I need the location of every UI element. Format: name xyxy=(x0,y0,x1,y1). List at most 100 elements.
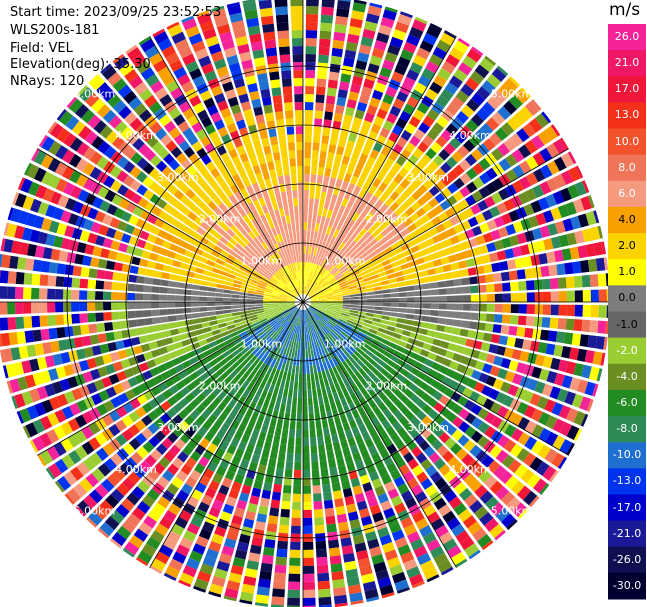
gate-cell xyxy=(191,194,202,205)
gate-cell xyxy=(68,98,83,114)
gate-cell xyxy=(232,246,241,255)
gate-cell xyxy=(426,539,441,552)
gate-cell xyxy=(393,247,403,255)
gate-cell xyxy=(262,345,270,354)
gate-cell xyxy=(79,302,88,312)
gate-cell xyxy=(133,103,147,116)
gate-cell xyxy=(383,387,393,398)
gate-cell xyxy=(324,402,331,412)
gate-cell xyxy=(342,388,350,397)
gate-cell xyxy=(250,411,259,421)
gate-cell xyxy=(272,292,281,296)
gate-cell xyxy=(316,556,328,566)
gate-cell xyxy=(221,266,230,273)
gate-cell xyxy=(277,326,284,335)
gate-cell xyxy=(148,181,160,193)
gate-cell xyxy=(354,371,363,380)
gate-cell xyxy=(286,331,292,340)
gate-cell xyxy=(166,250,176,259)
gate-cell xyxy=(511,480,525,495)
gate-cell xyxy=(266,315,275,320)
gate-cell xyxy=(303,589,316,598)
gate-cell xyxy=(212,138,224,149)
gate-cell xyxy=(251,454,260,464)
gate-cell xyxy=(296,254,299,263)
gate-cell xyxy=(549,277,559,289)
gate-cell xyxy=(138,362,149,372)
gate-cell xyxy=(545,431,559,446)
gate-cell xyxy=(308,279,313,288)
gate-cell xyxy=(365,349,374,358)
gate-cell xyxy=(471,190,484,202)
gate-cell xyxy=(268,280,277,286)
ring-label: 4.00km xyxy=(449,129,491,142)
gate-cell xyxy=(248,401,257,412)
gate-cell xyxy=(445,246,456,255)
gate-cell xyxy=(267,375,274,384)
gate-cell xyxy=(193,347,203,356)
gate-cell xyxy=(337,390,345,400)
gate-cell xyxy=(359,171,369,181)
gate-cell xyxy=(311,315,317,323)
gate-cell xyxy=(191,253,201,261)
gate-cell xyxy=(293,279,298,288)
gate-cell xyxy=(281,258,287,267)
gate-cell xyxy=(58,339,68,351)
gate-cell xyxy=(287,304,296,308)
gate-cell xyxy=(332,238,339,247)
gate-cell xyxy=(154,236,165,246)
gate-cell xyxy=(351,202,359,212)
gate-cell xyxy=(279,304,288,307)
gate-cell xyxy=(364,138,375,149)
gate-cell xyxy=(146,488,160,502)
gate-cell xyxy=(255,339,263,347)
gate-cell xyxy=(331,482,341,492)
gate-cell xyxy=(373,396,383,406)
gate-cell xyxy=(23,272,33,285)
gate-cell xyxy=(234,258,243,266)
gate-cell xyxy=(314,525,325,534)
gate-cell xyxy=(415,422,427,433)
gate-cell xyxy=(286,126,295,135)
gate-cell xyxy=(274,312,283,318)
gate-cell xyxy=(115,419,127,432)
gate-cell xyxy=(517,485,532,501)
gate-cell xyxy=(325,103,335,113)
colorbar-segment xyxy=(608,102,646,130)
gate-cell xyxy=(40,260,51,273)
gate-cell xyxy=(294,94,303,103)
gate-cell xyxy=(244,272,254,279)
gate-cell xyxy=(324,217,331,226)
gate-cell xyxy=(397,13,412,26)
gate-cell xyxy=(465,119,479,133)
gate-cell xyxy=(320,14,334,24)
gate-cell xyxy=(392,29,407,41)
gate-cell xyxy=(303,286,305,294)
gate-cell xyxy=(333,338,340,346)
gate-cell xyxy=(495,127,509,141)
gate-cell xyxy=(281,337,287,346)
gate-cell xyxy=(445,279,455,287)
gate-cell xyxy=(301,326,303,334)
gate-cell xyxy=(569,347,580,361)
gate-cell xyxy=(394,579,409,592)
gate-cell xyxy=(573,411,586,426)
gate-cell xyxy=(161,240,172,249)
gate-cell xyxy=(350,296,359,300)
gate-cell xyxy=(334,498,345,508)
gate-cell xyxy=(33,215,45,229)
gate-cell xyxy=(234,473,245,484)
gate-cell xyxy=(192,362,202,371)
gate-cell xyxy=(287,304,296,307)
gate-cell xyxy=(358,44,372,55)
gate-cell xyxy=(269,319,277,326)
gate-cell xyxy=(51,381,64,394)
gate-cell xyxy=(305,254,308,263)
gate-cell xyxy=(162,389,173,400)
gate-cell xyxy=(317,207,323,216)
gate-cell xyxy=(109,165,122,178)
gate-cell xyxy=(489,206,501,218)
gate-cell xyxy=(382,307,391,312)
gate-cell xyxy=(335,15,349,26)
